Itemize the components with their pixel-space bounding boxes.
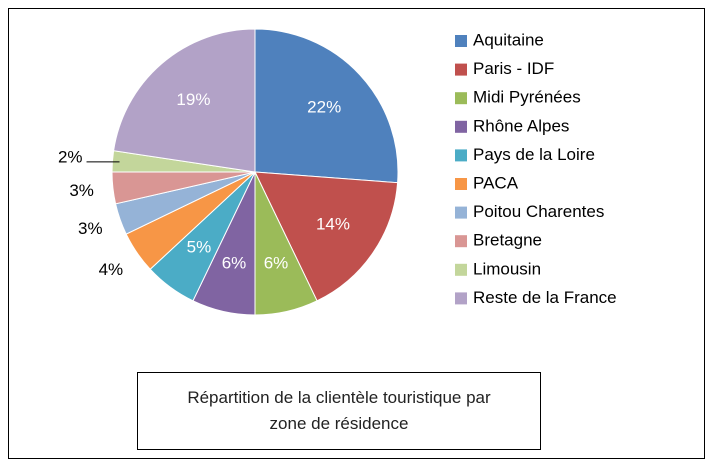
legend-swatch: [455, 120, 467, 133]
data-label: 6%: [222, 253, 247, 272]
legend-label: Limousin: [473, 259, 541, 278]
legend-label: Poitou Charentes: [473, 202, 604, 221]
legend-label: Paris - IDF: [473, 59, 554, 78]
legend-swatch: [455, 235, 467, 248]
data-label: 4%: [99, 260, 124, 279]
data-label: 14%: [316, 215, 350, 234]
pie-slice: [254, 28, 399, 184]
legend-label: Reste de la France: [473, 288, 617, 307]
legend-label: Midi Pyrénées: [473, 88, 581, 107]
legend-swatch: [455, 35, 467, 47]
data-label: 22%: [307, 97, 341, 116]
pie-slice: [254, 171, 399, 302]
data-label: 2%: [58, 147, 83, 166]
chart-frame: [8, 8, 705, 459]
data-label: 3%: [69, 181, 94, 200]
legend-swatch: [455, 63, 467, 76]
title-box: Répartition de la clientèle touristique …: [137, 372, 541, 450]
legend-swatch: [455, 149, 467, 162]
legend-swatch: [455, 206, 467, 219]
data-label: 5%: [187, 237, 212, 256]
legend-swatch: [455, 178, 467, 190]
legend-label: Pays de la Loire: [473, 145, 595, 164]
data-label: 3%: [78, 219, 103, 238]
legend-swatch: [455, 292, 467, 305]
legend-label: Rhône Alpes: [473, 116, 569, 135]
data-label: 19%: [176, 90, 210, 109]
pie-slice: [113, 28, 256, 173]
legend-swatch: [455, 92, 467, 105]
data-label: 6%: [264, 253, 289, 272]
legend-swatch: [455, 263, 467, 276]
legend-label: Bretagne: [473, 231, 542, 250]
legend-label: Aquitaine: [473, 30, 544, 49]
chart-title: Répartition de la clientèle touristique …: [187, 388, 491, 433]
legend-label: PACA: [473, 173, 519, 192]
